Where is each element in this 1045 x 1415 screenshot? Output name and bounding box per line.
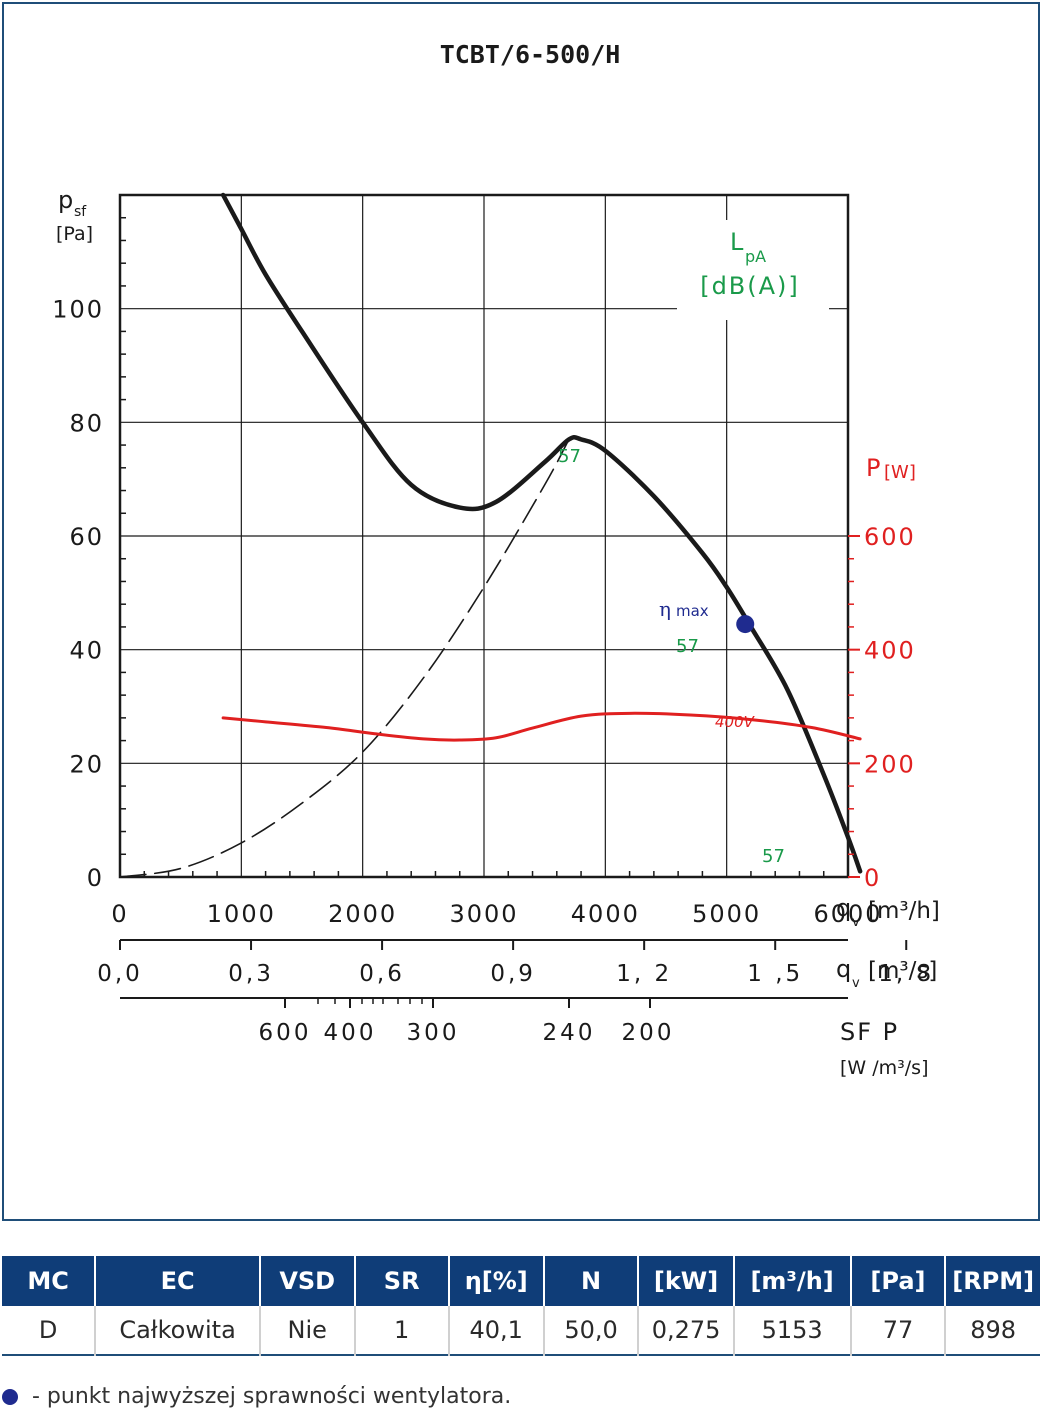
performance-table: MC EC VSD SR η[%] N [kW] [m³/h] [Pa] [RP… [2, 1256, 1040, 1356]
power-axis-unit: [W] [884, 462, 916, 483]
m3s-tick-label: 0,6 [359, 961, 405, 987]
m3s-tick-label: 0,9 [490, 961, 536, 987]
x-tick-label: 3000 [449, 900, 518, 928]
table-cell: Całkowita [95, 1306, 261, 1355]
x-axis-unit-m3s: [m³/s] [868, 958, 937, 984]
noise-value-1: 57 [558, 446, 581, 467]
x-axis-label-m3h: q [836, 894, 851, 922]
y-tick-label: 20 [69, 750, 104, 778]
noise-label-box [677, 220, 829, 320]
table-header-cell: [kW] [638, 1256, 735, 1306]
table-header-cell: SR [354, 1256, 450, 1306]
eta-max-label-sub: max [676, 602, 709, 620]
table-header-cell: [Pa] [850, 1256, 947, 1306]
y-axis-label: p [58, 186, 73, 214]
legend-note-text: - punkt najwyższej sprawności wentylator… [32, 1384, 512, 1409]
table-cell: 1 [354, 1306, 450, 1355]
series-layer [119, 192, 863, 878]
y-tick-label: 80 [69, 409, 104, 437]
table-header-cell: [m³/h] [733, 1256, 852, 1306]
x-tick-label: 4000 [571, 900, 640, 928]
power-axis-label: P [866, 454, 880, 482]
x-axis-label-m3s-sub: v [852, 976, 860, 991]
sfp-tick-label: 600 [259, 1020, 312, 1046]
power-axis-tick-label: 0 [864, 864, 881, 892]
m3s-tick-label: 0,3 [228, 961, 274, 987]
eta-max-point [736, 615, 755, 634]
power-curve [221, 711, 862, 742]
chart-title: TCBT/6-500/H [440, 40, 621, 69]
table-header-cell: EC [95, 1256, 261, 1306]
table-cell: 40,1 [448, 1306, 545, 1355]
x-axis-label-m3s: q [836, 955, 851, 983]
table-cell: 77 [850, 1306, 947, 1355]
y-tick-label: 40 [69, 637, 104, 665]
y-axis-unit: [Pa] [56, 223, 93, 245]
sfp-tick-label: 400 [324, 1020, 377, 1046]
table-cell: D [2, 1306, 97, 1355]
x-tick-label: 2000 [328, 900, 397, 928]
table-header-cell: N [543, 1256, 640, 1306]
x-axis-unit-m3h: [m³/h] [868, 898, 940, 924]
chart-frame [2, 2, 1040, 1221]
noise-value-3: 57 [762, 846, 785, 867]
x-axis-label-m3h-sub: v [852, 915, 860, 930]
table-cell: 898 [970, 1316, 1017, 1344]
power-axis-tick-label: 400 [864, 637, 916, 665]
m3s-tick-label: 0,0 [97, 961, 143, 987]
table-header-cell: η[%] [448, 1256, 545, 1306]
table-row: D Całkowita Nie 1 40,1 50,0 0,275 5153 7… [2, 1306, 1040, 1355]
y-tick-label: 0 [87, 864, 104, 892]
system-curve-curve [119, 438, 570, 878]
sfp-axis-unit: [W /m³/s] [840, 1057, 928, 1079]
power-axis-tick-label: 600 [864, 523, 916, 551]
table-header-row: MC EC VSD SR η[%] N [kW] [m³/h] [Pa] [RP… [2, 1256, 1040, 1306]
sfp-tick-label: 240 [543, 1020, 596, 1046]
x-tick-label: 6000 [813, 900, 882, 928]
pressure-curve [220, 192, 863, 874]
x-tick-label: 0 [111, 900, 128, 928]
noise-value-2: 57 [676, 636, 699, 657]
noise-unit: [dB(A)] [700, 272, 800, 300]
eta-max-legend-dot [2, 1388, 18, 1405]
y-tick-label: 100 [52, 296, 104, 324]
x-tick-label: 1000 [207, 900, 276, 928]
table-header-cell: MC [2, 1256, 97, 1306]
y-tick-label: 60 [69, 523, 104, 551]
noise-label-sub: pA [745, 247, 766, 266]
table-header-cell: VSD [259, 1256, 356, 1306]
y-axis-label-sub: sf [74, 204, 87, 220]
sfp-tick-label: 300 [407, 1020, 460, 1046]
sfp-axis-label: SF P [840, 1018, 899, 1046]
x-tick-label: 5000 [692, 900, 761, 928]
voltage-label: 400V [715, 713, 756, 731]
table-cell: 50,0 [543, 1306, 640, 1355]
table-cell: 5153 [733, 1306, 852, 1355]
table-cell: Nie [259, 1306, 356, 1355]
m3s-tick-label: 1 ,5 [747, 961, 803, 987]
legend-note: - punkt najwyższej sprawności wentylator… [2, 1384, 511, 1409]
noise-label: L [730, 228, 744, 256]
eta-max-label: η [659, 597, 671, 621]
m3s-tick-label: 1, 2 [616, 961, 672, 987]
table-cell: 0,275 [638, 1306, 735, 1355]
m3s-tick-label: 1, 8 [878, 961, 934, 987]
sfp-tick-label: 200 [622, 1020, 675, 1046]
table-header-cell: [RPM] [945, 1256, 1040, 1306]
power-axis-tick-label: 200 [864, 750, 916, 778]
